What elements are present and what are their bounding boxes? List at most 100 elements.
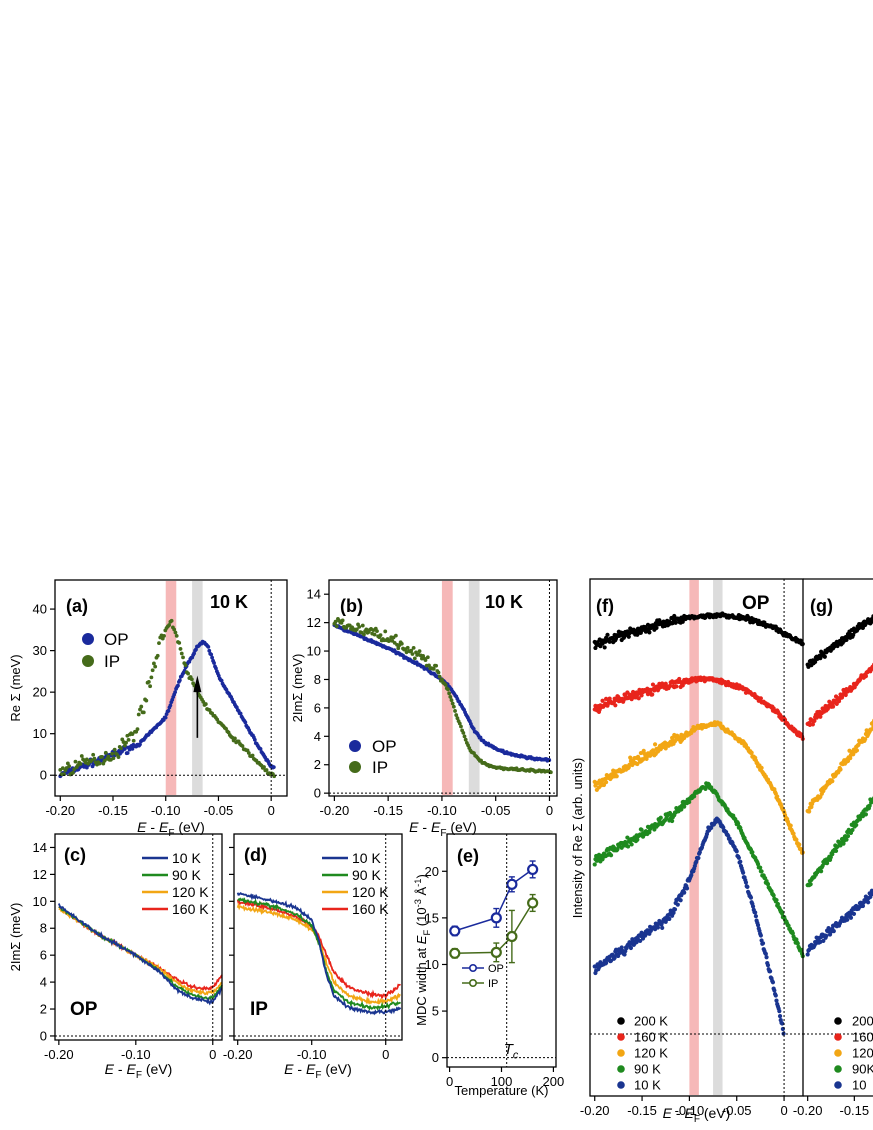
panel-f-xtick-label: -0.15 <box>627 1103 657 1118</box>
panel-a-ip-point <box>189 677 194 682</box>
panel-b-ip-point <box>453 709 457 713</box>
panel-b-ip-point <box>411 645 416 650</box>
panel-b-ip-point <box>431 666 436 671</box>
panel-a-ip-point <box>250 753 255 758</box>
panel-g-series-2-point <box>863 737 868 742</box>
panel-a-red-band <box>165 581 177 795</box>
panel-a-op-point <box>125 751 130 755</box>
panel-g-series-2-point <box>830 779 835 784</box>
panel-a-ip-point <box>100 754 104 759</box>
panel-g-legend-marker <box>834 1081 842 1089</box>
panel-g-legend-label: 120 <box>852 1046 873 1061</box>
panel-a-ip-point <box>174 633 179 638</box>
panel-f-series-4-point <box>777 1009 782 1014</box>
panel-d-series-0 <box>236 892 402 1016</box>
panel-g-series-4-point <box>805 952 810 957</box>
panel-f-xtick-label: -0.20 <box>580 1103 610 1118</box>
panel-a-ip-point <box>92 756 97 761</box>
panel-a-op-point <box>194 647 198 652</box>
panel-c-series-1 <box>58 906 223 1001</box>
panel-e-ylabel-part: Å <box>414 886 429 899</box>
panel-b-ip-point <box>461 730 466 735</box>
panel-e-ylabel-part: -1 <box>413 878 423 886</box>
panel-e-ylabel-part: ) <box>414 874 429 878</box>
panel-g-series-2-point <box>807 809 812 814</box>
panel-g-series-3-point <box>841 841 846 846</box>
panel-a-ytick-label: 10 <box>33 726 47 741</box>
panel-f-series-0-point <box>602 645 607 650</box>
panel-a-ip-point <box>141 710 146 715</box>
panel-e-ylabel: MDC width at EF (10-3 Å-1) <box>413 874 432 1026</box>
panel-e-tc-label-part: T <box>504 1041 515 1058</box>
panel-f-xtick-label: -0.05 <box>722 1103 752 1118</box>
panel-e-ylabel-part: -3 <box>413 899 423 907</box>
panel-a-ip-point <box>153 664 158 669</box>
panel-b-ip-point <box>447 691 452 696</box>
panel-b-ip-point <box>364 627 369 632</box>
panel-f-xlabel-part: - <box>672 1105 684 1121</box>
panel-a-ip-point <box>240 744 245 748</box>
panel-d-xlabel: E - EF (eV) <box>284 1061 352 1081</box>
panel-f-series-4-point <box>736 855 741 860</box>
panel-g-series-3-point <box>819 869 824 874</box>
panel-a-ip-point <box>71 770 75 775</box>
panel-f-series-3-point <box>658 815 663 820</box>
panel-f-series-1-point <box>667 683 673 689</box>
panel-a-op-point <box>173 690 178 695</box>
panel-f-series-4-point <box>743 880 749 885</box>
panel-f-xtick-label: -0.10 <box>675 1103 705 1118</box>
panel-a-ip-point <box>97 761 102 766</box>
panel-e-xtick-label: 100 <box>491 1074 513 1089</box>
panel-b-legend-ip-marker <box>349 761 361 773</box>
panel-e-ylabel-part: MDC width at <box>414 944 429 1026</box>
panel-e-ytick-label: 0 <box>432 1050 439 1065</box>
panel-f-xlabel: E - EF (eV) <box>663 1105 731 1125</box>
panel-b-ip-point <box>409 648 414 653</box>
panel-b-frame <box>328 579 558 797</box>
panel-e-OP-point <box>506 878 518 890</box>
panel-g-series-4-point <box>831 929 836 934</box>
panel-f-series-2-point <box>652 742 658 747</box>
panel-f-series-2-point <box>672 739 678 744</box>
panel-c-ylabel: 2ImΣ (meV) <box>8 903 23 972</box>
panel-f-series-0-point <box>654 625 659 630</box>
panel-a-ip-point <box>157 641 161 646</box>
panel-f-series-4-point <box>672 907 678 912</box>
panel-f-series-3-point <box>774 897 779 903</box>
panel-f-corner: OP <box>742 593 770 614</box>
panel-a-ip-point <box>181 655 185 660</box>
panel-a-ip-point <box>131 738 136 743</box>
panel-f-series-4-point <box>748 895 754 900</box>
panel-d-frame <box>233 833 403 1041</box>
panel-a-label: (a) <box>66 596 88 616</box>
panel-f-series-4-point <box>660 925 665 930</box>
panel-b-ip-point <box>462 734 467 739</box>
panel-b-ip-point <box>396 646 401 651</box>
panel-f-series-2-point <box>794 837 799 842</box>
panel-a-op-point <box>210 655 215 660</box>
panel-f-xlabel-part: E <box>663 1105 673 1121</box>
panel-a-ip-point <box>126 737 131 742</box>
panel-f-series-4-point <box>768 969 773 974</box>
panel-a-ip-point <box>110 751 115 756</box>
panel-f-xlabel-part: E <box>684 1105 694 1121</box>
panel-g-series-4-point <box>866 900 871 905</box>
panel-a-ip-point <box>122 743 127 748</box>
panel-e-IP-point <box>506 930 518 943</box>
panel-a-ip-point <box>233 736 237 741</box>
panel-b-ip-point <box>451 704 456 709</box>
panel-g-series-4-point <box>860 903 866 909</box>
panel-c-xtick-label: -0.10 <box>121 1047 151 1062</box>
panel-a-legend-ip-marker <box>82 655 94 667</box>
panel-a-ip-point <box>262 765 266 769</box>
panel-b-ip-point <box>383 629 388 634</box>
panel-a-ip-point <box>201 699 206 704</box>
panel-c-ytick-label: 2 <box>40 1002 47 1017</box>
panel-a-op-point <box>130 746 135 751</box>
panel-a-ip-point <box>124 740 128 745</box>
panel-a-op-point <box>243 720 248 725</box>
panel-f-series-4-point <box>628 945 634 951</box>
panel-g-xtick-label: -0.20 <box>793 1103 823 1118</box>
panel-f-series-3-point <box>771 893 776 898</box>
panel-f-series-3-point <box>759 869 764 874</box>
